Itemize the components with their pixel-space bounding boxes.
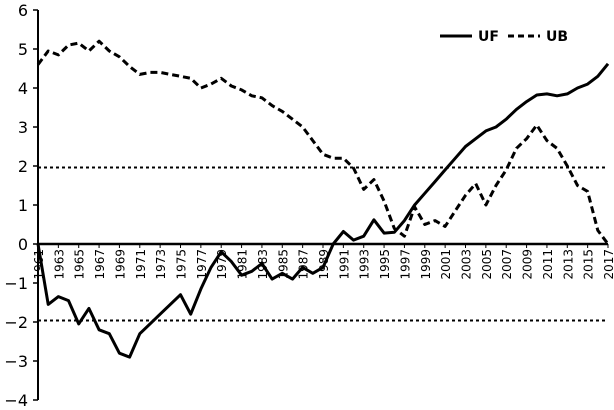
series-layer [36,39,610,359]
x-tick-label: 2015 [582,249,596,280]
x-tick-label: 1965 [73,249,87,280]
y-tick-label: −2 [4,313,28,332]
x-tick-label: 1997 [398,249,412,280]
significance-reference-lines [38,166,608,322]
x-tick-label: 1985 [276,249,290,280]
x-tick-label: 1975 [175,249,189,280]
x-tick-label: 2009 [521,249,535,280]
y-tick-label: 3 [18,118,28,137]
x-tick-label: 1999 [419,249,433,280]
y-tick-label: −1 [4,274,28,293]
y-tick-label: 1 [18,196,28,215]
x-tick-label: 2013 [561,249,575,280]
x-tick-label: 1993 [358,249,372,280]
x-tick-label: 2001 [439,249,453,280]
y-tick-label: 5 [18,40,28,59]
x-tick-label: 1969 [113,249,127,280]
x-tick-label: 2007 [500,249,514,280]
series-line-ub [36,39,610,245]
x-tick-label: 1967 [93,249,107,280]
x-tick-label: 2003 [460,249,474,280]
y-tick-label: 0 [18,235,28,254]
legend: UF UB [440,29,568,45]
x-axis-tick-labels: 1961 1963 1965 1967 1969 1971 1973 1975 1977 1979… [32,244,614,280]
x-tick-label: 1995 [378,249,392,280]
x-tick-label: 1977 [195,249,209,280]
y-tick-label: 2 [18,157,28,176]
legend-ub-label: UB [546,29,568,45]
x-tick-label: 1973 [154,249,168,280]
y-tick-label: −3 [4,352,28,371]
legend-uf-label: UF [478,29,499,45]
x-tick-label: 1971 [134,249,148,280]
x-tick-label: 2005 [480,249,494,280]
y-tick-label: 4 [18,79,28,98]
x-tick-label: 1987 [297,249,311,280]
series-line-uf [36,62,610,359]
y-tick-label: 6 [18,1,28,20]
x-tick-label: 2011 [541,249,555,280]
y-tick-label: −4 [4,391,28,410]
x-tick-label: 2017 [602,249,614,280]
x-tick-label: 1963 [52,249,66,280]
x-tick-label: 1991 [337,249,351,280]
y-axis: −4 −3 −2 −1 0 1 2 3 4 5 6 [4,1,39,410]
